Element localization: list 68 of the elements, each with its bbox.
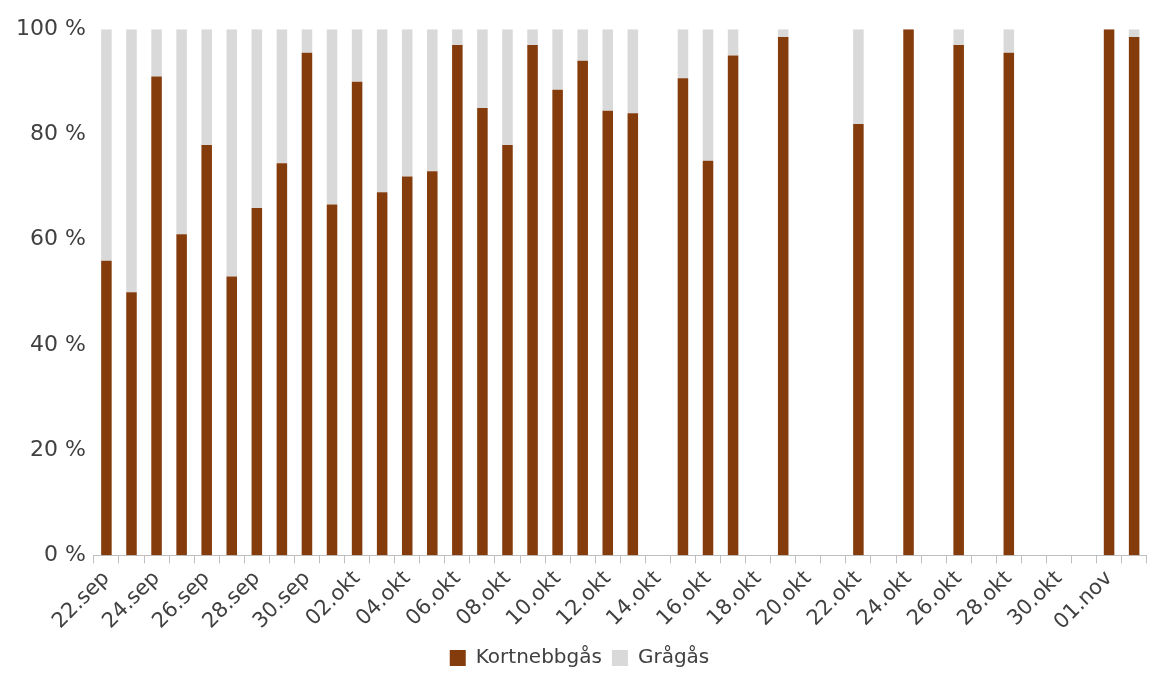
bar bbox=[903, 29, 914, 556]
bar bbox=[201, 144, 212, 556]
bar bbox=[1003, 52, 1015, 556]
bar bbox=[226, 276, 238, 556]
bar bbox=[176, 234, 187, 556]
bar bbox=[853, 123, 864, 556]
y-tick-label: 60 % bbox=[29, 225, 86, 251]
bar bbox=[477, 108, 488, 556]
bar bbox=[276, 163, 288, 556]
bar bbox=[126, 29, 137, 293]
bar bbox=[251, 208, 263, 556]
bar bbox=[101, 29, 112, 261]
bar bbox=[727, 55, 739, 556]
bar bbox=[502, 29, 513, 145]
bar bbox=[301, 29, 313, 53]
bar bbox=[251, 29, 263, 209]
bar bbox=[602, 110, 614, 556]
bar bbox=[953, 29, 964, 45]
bar bbox=[527, 44, 538, 556]
bar bbox=[326, 204, 338, 556]
legend-label: Kortnebbgås bbox=[475, 644, 602, 669]
bar bbox=[301, 52, 313, 556]
bar bbox=[552, 89, 563, 556]
bar bbox=[376, 192, 388, 556]
bar bbox=[777, 37, 789, 556]
bar bbox=[176, 29, 187, 235]
bar bbox=[1128, 37, 1140, 556]
bar bbox=[452, 29, 463, 45]
bar bbox=[226, 29, 238, 277]
bar bbox=[677, 78, 689, 556]
y-tick-label: 100 % bbox=[16, 14, 86, 40]
bar bbox=[276, 29, 288, 164]
bar bbox=[427, 29, 438, 172]
y-tick-label: 80 % bbox=[29, 120, 86, 146]
bar bbox=[427, 171, 438, 556]
bar bbox=[477, 29, 488, 109]
bar bbox=[502, 144, 513, 556]
y-tick-label: 40 % bbox=[29, 330, 86, 356]
bar bbox=[351, 81, 363, 556]
bar bbox=[376, 29, 388, 193]
y-tick-label: 20 % bbox=[29, 435, 86, 461]
bar bbox=[1003, 29, 1015, 53]
bar bbox=[702, 29, 714, 161]
legend-label: Grågås bbox=[637, 644, 710, 669]
bar bbox=[326, 29, 338, 205]
bar bbox=[953, 44, 964, 556]
bar bbox=[151, 76, 162, 556]
bar bbox=[527, 29, 538, 45]
bar bbox=[702, 160, 714, 556]
bar bbox=[577, 29, 588, 61]
bar bbox=[577, 60, 588, 556]
bar bbox=[351, 29, 363, 82]
bar bbox=[452, 44, 463, 556]
y-tick-label: 0 % bbox=[43, 541, 86, 566]
bar bbox=[853, 29, 864, 124]
bar bbox=[552, 29, 563, 90]
bar bbox=[677, 29, 689, 79]
bar bbox=[401, 176, 413, 556]
bar bbox=[1103, 29, 1115, 556]
bar bbox=[602, 29, 614, 111]
bar bbox=[627, 29, 639, 114]
bar bbox=[727, 29, 739, 56]
bar bbox=[401, 29, 413, 177]
bar bbox=[627, 113, 639, 556]
bar bbox=[151, 29, 162, 77]
bar bbox=[101, 260, 112, 556]
bar bbox=[201, 29, 212, 145]
bar bbox=[126, 292, 137, 556]
